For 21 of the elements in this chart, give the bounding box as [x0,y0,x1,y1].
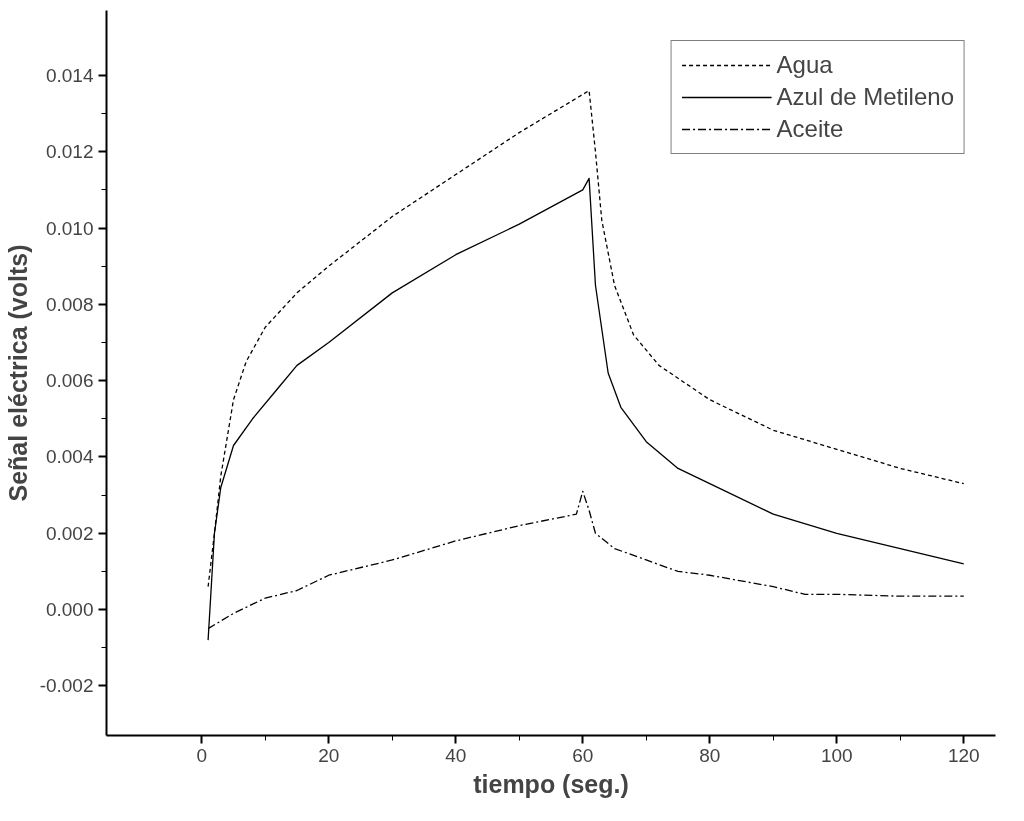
y-tick-label: 0.004 [45,446,94,468]
y-tick-label: 0.000 [45,599,94,621]
x-tick-label: 0 [196,744,208,766]
x-tick-label: 20 [318,744,340,766]
y-tick-label: 0.010 [45,217,94,239]
y-axis-title: Señal eléctrica (volts) [3,244,32,502]
y-tick-label: -0.002 [39,675,94,697]
x-tick-label: 80 [699,744,721,766]
x-tick-label: 60 [572,744,594,766]
y-tick-label: 0.002 [45,522,94,544]
y-tick-label: 0.008 [45,293,94,315]
y-tick-label: 0.012 [45,141,94,163]
x-tick-label: 40 [445,744,467,766]
y-tick-label: 0.014 [45,64,94,86]
x-tick-label: 120 [947,744,980,766]
x-axis-title: tiempo (seg.) [473,769,629,798]
legend-label: Azul de Metileno [776,83,954,111]
legend-label: Agua [776,51,833,79]
legend-label: Aceite [776,115,844,143]
x-tick-label: 100 [820,744,853,766]
y-tick-label: 0.006 [45,370,94,392]
